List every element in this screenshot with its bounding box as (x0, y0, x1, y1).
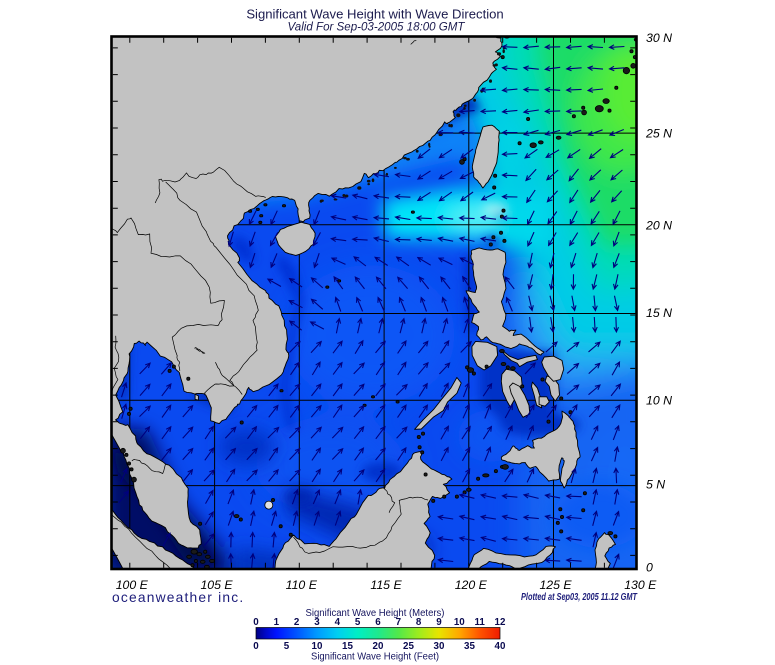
svg-text:Significant Wave Height (Feet): Significant Wave Height (Feet) (311, 652, 439, 663)
svg-text:120 E: 120 E (455, 578, 488, 592)
svg-text:15: 15 (342, 641, 353, 652)
svg-text:7: 7 (396, 617, 402, 628)
svg-text:12: 12 (495, 617, 506, 628)
svg-text:25 N: 25 N (645, 127, 672, 141)
svg-text:5: 5 (355, 617, 361, 628)
svg-text:1: 1 (274, 617, 280, 628)
svg-text:5: 5 (284, 641, 290, 652)
svg-text:Significant Wave Height (Meter: Significant Wave Height (Meters) (306, 608, 445, 619)
svg-text:5 N: 5 N (646, 478, 665, 492)
svg-text:2: 2 (294, 617, 300, 628)
svg-text:9: 9 (436, 617, 442, 628)
svg-text:15 N: 15 N (646, 306, 672, 320)
svg-text:4: 4 (335, 617, 341, 628)
svg-text:11: 11 (474, 617, 485, 628)
svg-text:115 E: 115 E (370, 578, 402, 592)
svg-text:Significant Wave Height with W: Significant Wave Height with Wave Direct… (246, 7, 503, 22)
svg-text:130 E: 130 E (624, 578, 657, 592)
svg-text:Plotted at Sep03, 2005 11.12 G: Plotted at Sep03, 2005 11.12 GMT (521, 592, 638, 603)
svg-text:20: 20 (373, 641, 384, 652)
svg-text:10 N: 10 N (646, 394, 672, 408)
svg-text:10: 10 (454, 617, 465, 628)
svg-text:oceanweather inc.: oceanweather inc. (112, 590, 244, 605)
svg-text:100 E: 100 E (116, 578, 149, 592)
svg-text:125 E: 125 E (539, 578, 572, 592)
svg-text:110 E: 110 E (286, 578, 318, 592)
svg-text:30: 30 (434, 641, 445, 652)
svg-text:10: 10 (312, 641, 323, 652)
svg-text:20 N: 20 N (645, 219, 672, 233)
svg-text:6: 6 (375, 617, 381, 628)
svg-text:30 N: 30 N (646, 31, 672, 45)
svg-text:105 E: 105 E (200, 578, 233, 592)
svg-text:0: 0 (253, 617, 259, 628)
svg-text:0: 0 (253, 641, 259, 652)
svg-text:3: 3 (314, 617, 320, 628)
svg-text:Valid For Sep-03-2005 18:00 GM: Valid For Sep-03-2005 18:00 GMT (288, 20, 467, 34)
svg-text:8: 8 (416, 617, 422, 628)
svg-text:35: 35 (464, 641, 475, 652)
svg-text:25: 25 (403, 641, 414, 652)
svg-text:40: 40 (495, 641, 506, 652)
svg-text:0: 0 (646, 561, 653, 575)
